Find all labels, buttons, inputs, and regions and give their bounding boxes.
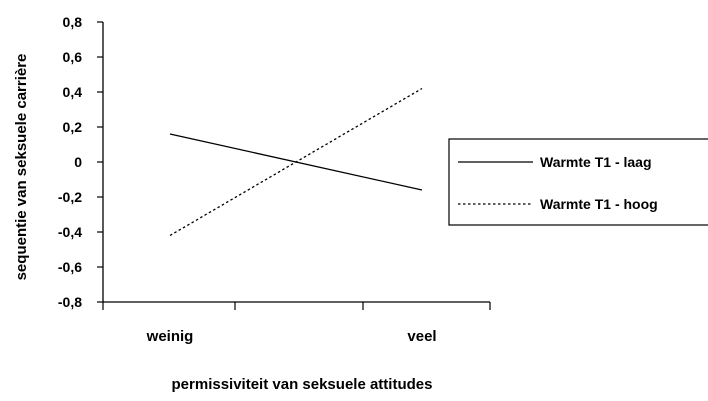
legend-label: Warmte T1 - hoog [540, 196, 658, 212]
y-tick-label: -0,2 [58, 189, 82, 205]
y-tick-label: 0 [74, 154, 82, 170]
x-category-label: veel [407, 328, 436, 345]
y-tick-label: 0,8 [63, 14, 83, 30]
y-tick-label: 0,6 [63, 49, 83, 65]
x-axis-ticks: weinig veel [102, 302, 491, 345]
legend-label: Warmte T1 - laag [540, 154, 652, 170]
x-axis-label: permissiviteit van seksuele attitudes [172, 376, 433, 393]
y-tick-label: 0,2 [63, 119, 83, 135]
legend: Warmte T1 - laag Warmte T1 - hoog [448, 138, 708, 226]
y-tick-label: 0,4 [63, 84, 83, 100]
y-tick-label: -0,8 [58, 294, 82, 310]
y-tick-label: -0,6 [58, 259, 82, 275]
y-tick-label: -0,4 [58, 224, 82, 240]
x-category-label: weinig [146, 328, 194, 345]
series-lines [169, 87, 423, 237]
y-axis-ticks: 0,8 0,6 0,4 0,2 0 -0,2 -0,4 -0,6 -0,8 [58, 14, 103, 310]
legend-box [448, 138, 708, 226]
series-line-hoog [169, 87, 423, 237]
y-axis-label: sequentie van seksuele carrière [13, 54, 30, 281]
